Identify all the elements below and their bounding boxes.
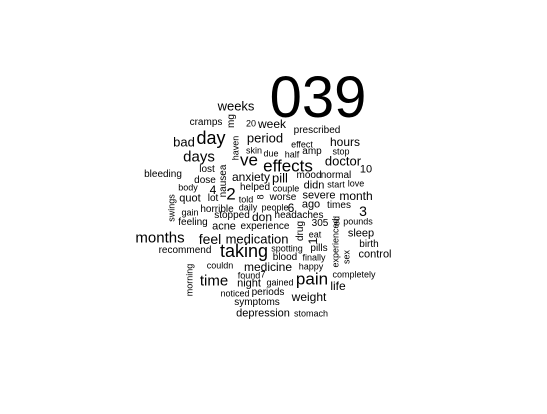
word-3: 3: [359, 203, 367, 219]
word-recommend: recommend: [158, 245, 212, 256]
word-hours: hours: [329, 135, 361, 149]
word-body: body: [178, 182, 198, 193]
word-prescribed: prescribed: [293, 125, 341, 136]
word-taking: taking: [219, 241, 269, 261]
word-weeks: weeks: [217, 98, 255, 114]
word-noticed: noticed: [220, 288, 250, 299]
word-ve: ve: [240, 150, 258, 170]
word-half: half: [284, 149, 300, 160]
word-pounds: pounds: [343, 216, 373, 227]
word-love: love: [347, 178, 365, 189]
word-gained: gained: [266, 277, 294, 288]
word-spotting: spotting: [271, 243, 303, 254]
word-don: don: [251, 210, 273, 224]
word-experience: experience: [240, 221, 290, 232]
word-times: times: [327, 200, 351, 211]
word-depression: depression: [236, 307, 290, 320]
word-anxiety: anxiety: [231, 170, 271, 184]
word-couldn: couldn: [206, 260, 234, 271]
word-life: life: [330, 279, 346, 293]
word-amp: amp: [302, 146, 322, 157]
word-worse: worse: [269, 192, 297, 203]
word-night: night: [237, 277, 261, 290]
word-7: 7: [260, 269, 266, 280]
word-305: 305: [311, 218, 329, 229]
word-quot: quot: [179, 192, 201, 205]
word-severe: severe: [302, 189, 336, 202]
word-days: days: [183, 148, 215, 166]
word-6: 6: [287, 201, 295, 215]
word-blood: blood: [272, 252, 298, 263]
word-8: 8: [255, 194, 266, 200]
word-doctor: doctor: [324, 153, 362, 169]
word-horrible: horrible: [200, 204, 234, 215]
word-birth: birth: [359, 239, 379, 250]
word-normal: normal: [320, 170, 352, 181]
word-acne: acne: [212, 220, 236, 233]
word-headaches: headaches: [274, 210, 324, 221]
word-finally: finally: [302, 252, 326, 263]
word-morning: morning: [184, 263, 195, 297]
word-effect: effect: [291, 139, 313, 150]
word-symptoms: symptoms: [234, 297, 280, 308]
word-bleeding: bleeding: [144, 169, 182, 180]
word-months: months: [135, 229, 185, 247]
word-stomach: stomach: [293, 308, 329, 319]
word-effects: effects: [263, 156, 313, 176]
word-pill: pill: [272, 170, 288, 186]
word-didn: didn: [303, 179, 325, 192]
word-lot: lot: [207, 193, 219, 204]
word-feel: feel: [198, 231, 222, 247]
word-10: 10: [359, 163, 373, 176]
word-eat: eat: [308, 229, 322, 240]
word-sleep: sleep: [347, 227, 375, 240]
word-week: week: [257, 117, 287, 131]
word-couple: couple: [272, 183, 300, 194]
word-control: control: [358, 248, 392, 261]
word-mg: mg: [226, 114, 237, 128]
word-skin: skin: [245, 145, 263, 156]
word-mood: mood: [296, 170, 322, 181]
word-swings: swings: [166, 194, 177, 222]
word-pills: pills: [310, 243, 328, 254]
word-stopped: stopped: [214, 210, 250, 221]
word-due: due: [263, 148, 279, 159]
word-feeling: feeling: [178, 217, 208, 228]
word-month: month: [339, 189, 373, 203]
word-drug: drug: [295, 220, 306, 242]
word-20: 20: [245, 118, 257, 129]
word-dose: dose: [194, 175, 216, 186]
word-helped: helped: [239, 182, 271, 193]
word-experienced: experienced: [330, 218, 341, 268]
word-stop: stop: [332, 146, 350, 157]
word-told: told: [238, 194, 254, 205]
word-gain: gain: [181, 207, 199, 218]
word-completely: completely: [332, 269, 376, 280]
word-day: day: [196, 128, 226, 148]
word-bad: bad: [173, 134, 195, 150]
word-pain: pain: [295, 269, 329, 289]
word-found: found: [237, 270, 261, 281]
word-medication: medication: [225, 231, 289, 247]
word-daily: daily: [238, 202, 258, 213]
word-time: time: [199, 272, 229, 290]
word-start: start: [327, 179, 345, 190]
word-weight: weight: [291, 290, 327, 304]
word-2: 2: [226, 184, 236, 204]
word-sex: sex: [341, 249, 352, 265]
word-lost: lost: [199, 164, 215, 175]
word-period: period: [246, 130, 284, 146]
word-039: 039: [269, 65, 367, 130]
word-happy: happy: [298, 261, 324, 272]
word-ago: ago: [301, 198, 321, 211]
word-4: 4: [209, 183, 217, 197]
word-periods: periods: [251, 287, 285, 298]
word-medicine: medicine: [243, 260, 293, 274]
word-people: people: [261, 202, 289, 213]
word-cramps: cramps: [189, 117, 223, 128]
